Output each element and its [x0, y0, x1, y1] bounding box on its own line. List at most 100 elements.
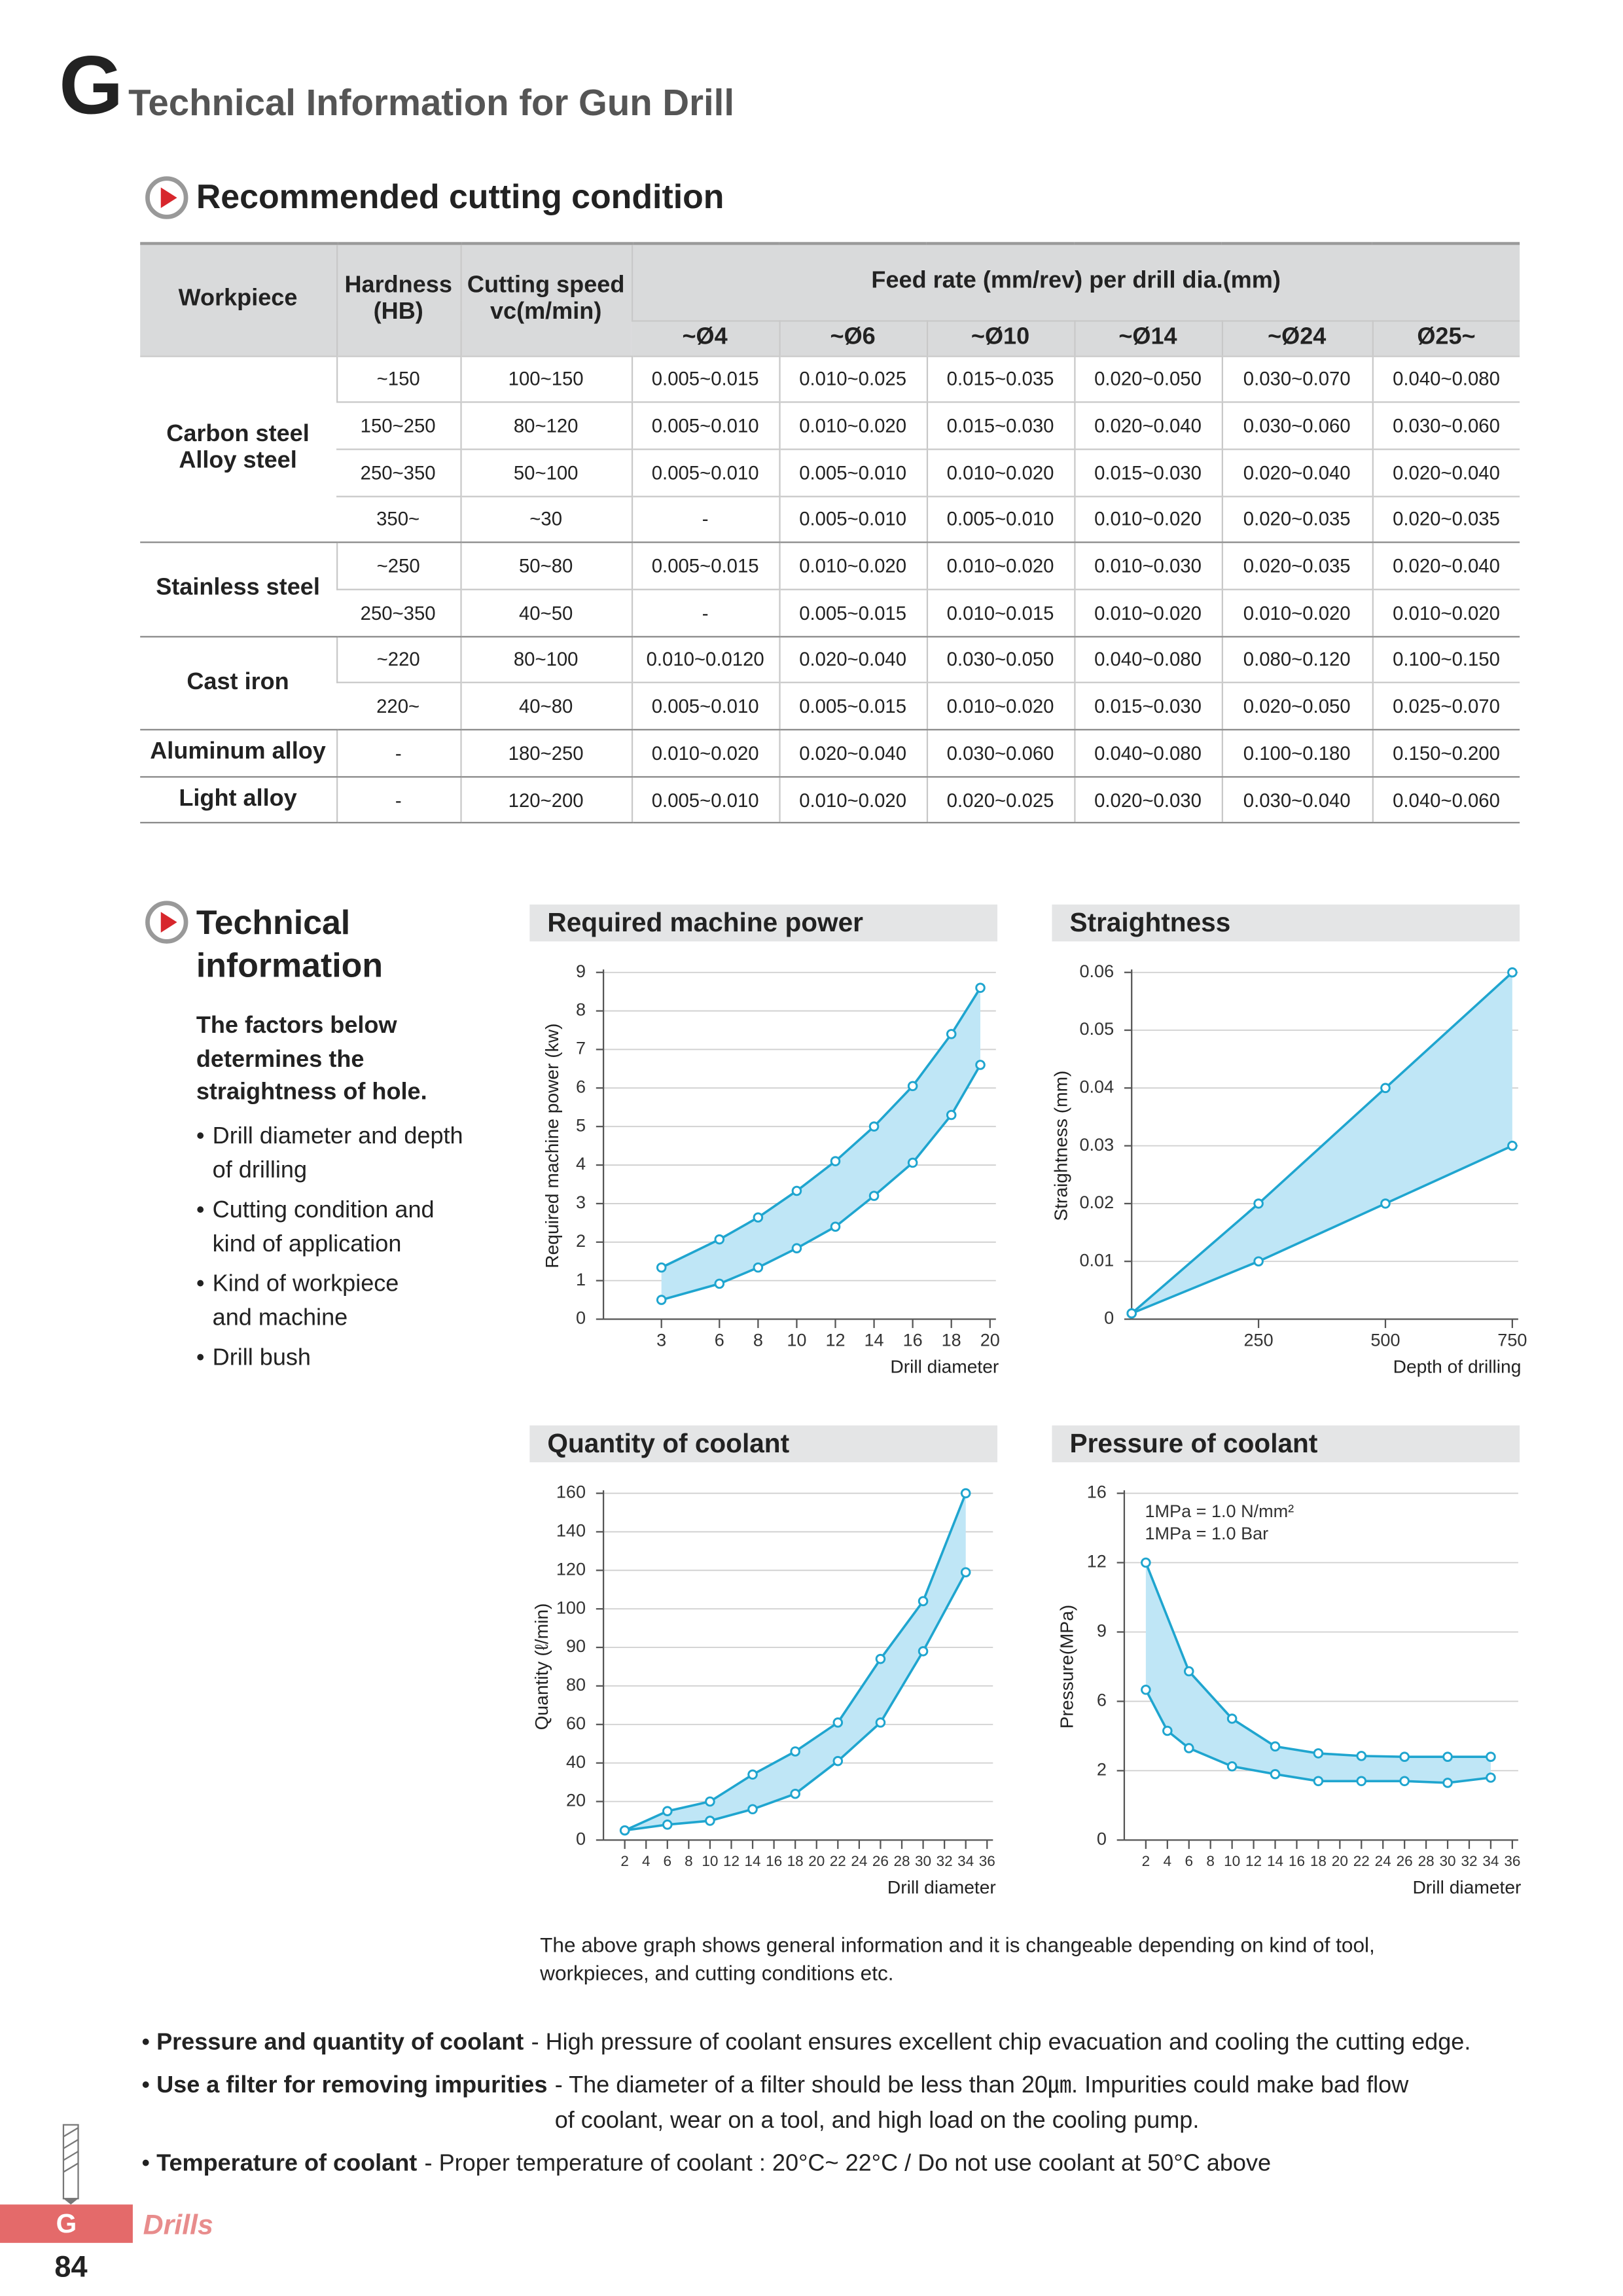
table-cell: 0.020~0.040 [778, 729, 927, 778]
table-row: Stainless steel ~250 50~80 0.005~0.015 0.010… [140, 543, 1520, 637]
bullet-item: • Cutting condition and kind of applicatio… [196, 1195, 463, 1261]
table-row: Cast iron ~220 80~100 0.010~0.0120 0.020~0.0… [140, 636, 1520, 730]
x-tick-label: 18 [787, 1853, 804, 1869]
header-cell: Workpiece [140, 242, 337, 357]
notes: • Pressure and quantity of coolant - High… [141, 2026, 1558, 2189]
table-cell: 0.010~0.0120 [630, 636, 779, 684]
point [1442, 1778, 1453, 1788]
table-cell: 0.005~0.015 [778, 589, 927, 637]
table-cell: - [335, 776, 461, 824]
table-cell: 0.020~0.040 [1221, 449, 1372, 497]
point [1253, 1256, 1264, 1266]
point [1141, 1684, 1151, 1695]
y-tick-label: 8 [576, 1000, 586, 1020]
intro-line: determines the [196, 1047, 365, 1072]
x-tick-label: 2 [1142, 1853, 1150, 1869]
chart-title-bar [529, 1425, 998, 1463]
point [1313, 1748, 1324, 1759]
point [747, 1769, 758, 1780]
table-cell: 0.010~0.015 [925, 589, 1075, 637]
table-cell: 0.010~0.020 [778, 543, 927, 590]
table-cell: 0.010~0.030 [1073, 543, 1222, 590]
group-line: Stainless steel [156, 576, 320, 601]
note-item: • Pressure and quantity of coolant - High… [141, 2026, 1558, 2061]
header-cell: Feed rate (mm/rev) per drill dia.(mm) [630, 242, 1520, 321]
group-line: Carbon steel [166, 422, 310, 448]
chart-title-bar [1052, 1425, 1520, 1463]
y-tick-label: 6 [1097, 1691, 1107, 1710]
x-tick-label: 16 [766, 1853, 782, 1869]
x-axis-label: Drill diameter [890, 1355, 999, 1376]
x-tick-label: 6 [664, 1853, 672, 1869]
series-line [1145, 1689, 1491, 1784]
point [1380, 1083, 1391, 1094]
point [875, 1653, 886, 1664]
bullet-item: • Kind of workpiece and machine [196, 1269, 463, 1335]
bullet-dot: • [141, 2030, 157, 2056]
table-cell: 40~50 [459, 589, 632, 637]
y-tick-label: 80 [566, 1675, 586, 1695]
table-cell: 0.005~0.010 [778, 495, 927, 544]
table-cell: 0.005~0.010 [630, 683, 779, 730]
point [790, 1788, 800, 1799]
bullet-line: Drill bush [212, 1346, 311, 1371]
table-cell: 0.080~0.120 [1221, 636, 1372, 684]
chart-title: Pressure of coolant [1070, 1428, 1318, 1458]
table-cell: 0.005~0.015 [778, 683, 927, 730]
footer-section: Drills [143, 2210, 213, 2242]
point [875, 1717, 886, 1728]
table-row: 250~350 40~50-0.005~0.015 0.010~0.015 0.010… [140, 589, 1520, 637]
point [1356, 1776, 1367, 1787]
x-tick-label: 26 [1397, 1853, 1413, 1869]
point [714, 1234, 725, 1245]
bullet-dot: • [196, 1124, 205, 1150]
x-tick-label: 3 [656, 1330, 666, 1350]
bullet-line: Drill diameter and depth [212, 1124, 463, 1150]
y-axis-label: Required machine power (kw) [541, 1024, 562, 1268]
point [1486, 1751, 1496, 1762]
table-cell: 150~250 [336, 402, 461, 450]
band [1132, 972, 1512, 1314]
x-tick-label: 36 [1504, 1853, 1520, 1869]
table-cell: 0.005~0.010 [630, 776, 779, 824]
drill-icon [62, 2124, 79, 2205]
bullet-item: • Drill bush [196, 1343, 463, 1376]
point [1183, 1666, 1194, 1677]
header-cell: ~Ø14 [1073, 319, 1222, 357]
point [747, 1804, 758, 1815]
table-cell: 0.030~0.070 [1221, 355, 1372, 403]
section-title: Recommended cutting condition [196, 177, 724, 216]
band [624, 1493, 966, 1831]
x-axis-label: Depth of drilling [1393, 1355, 1522, 1376]
y-tick-label: 5 [576, 1115, 586, 1135]
y-tick-label: 0.03 [1079, 1135, 1114, 1155]
table-cell: 0.030~0.060 [1221, 402, 1372, 450]
header-cell: Hardness (HB) [335, 242, 461, 357]
table-cell: 0.040~0.080 [1371, 355, 1520, 403]
y-tick-label: 7 [576, 1039, 586, 1058]
bullet-dot: • [196, 1272, 205, 1297]
chart-title-bar [1052, 905, 1520, 942]
table-cell: 0.020~0.035 [1221, 495, 1372, 544]
chart-title: Required machine power [547, 907, 863, 937]
point [975, 1060, 986, 1070]
header-cell: ~Ø24 [1221, 319, 1372, 357]
x-tick-label: 16 [903, 1330, 923, 1350]
x-tick-label: 8 [685, 1853, 693, 1869]
annotation: 1MPa = 1.0 N/mm² [1145, 1501, 1294, 1521]
point [946, 1029, 957, 1039]
point [619, 1825, 630, 1836]
table-cell: 0.020~0.030 [1073, 776, 1222, 824]
x-tick-label: 36 [979, 1853, 995, 1869]
table-cell: 0.040~0.080 [1073, 729, 1222, 778]
chart-title: Quantity of coolant [547, 1428, 789, 1458]
y-tick-label: 0 [1104, 1308, 1114, 1328]
point [662, 1820, 673, 1830]
table-cell: 0.015~0.035 [925, 355, 1075, 403]
bullet-dot: • [141, 2151, 157, 2177]
table-row: 150~250 80~120 0.005~0.010 0.010~0.020 0.015… [140, 402, 1520, 450]
point [656, 1295, 667, 1305]
series-line [1131, 1144, 1513, 1315]
x-tick-label: 2 [620, 1853, 629, 1869]
